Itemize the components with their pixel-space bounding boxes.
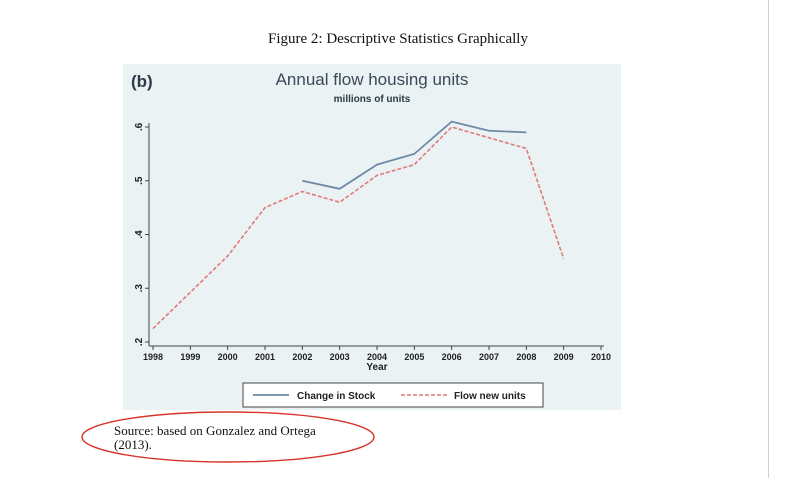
x-tick-label: 2003	[330, 352, 350, 362]
chart-title: Annual flow housing units	[275, 70, 469, 89]
data-point	[226, 255, 228, 257]
data-point	[562, 257, 564, 259]
data-point	[488, 137, 490, 139]
x-tick-label: 2008	[516, 352, 536, 362]
y-tick-label: .4	[134, 230, 145, 239]
x-tick-label: 2007	[479, 352, 499, 362]
x-tick-label: 2001	[255, 352, 275, 362]
x-tick-label: 2010	[591, 352, 611, 362]
line-chart: .2 .3 .4 .5 .6 1998 1999 2000 2001 2002 2003 2004 20…	[134, 120, 611, 408]
data-point	[152, 327, 154, 329]
data-point	[450, 126, 452, 128]
data-point	[413, 163, 415, 165]
y-tick-label: .3	[134, 284, 145, 293]
y-tick-label: .6	[134, 122, 145, 131]
highlight-ellipse	[81, 411, 375, 463]
series-line-flow-new-units	[152, 126, 565, 330]
y-tick-label: .2	[134, 337, 145, 346]
series-line-change-in-stock	[302, 120, 527, 190]
legend-label-flow-new-units: Flow new units	[454, 391, 526, 402]
data-point	[450, 120, 452, 122]
source-note: Source: based on Gonzalez and Ortega (20…	[114, 423, 316, 452]
data-point	[301, 190, 303, 192]
data-point	[301, 180, 303, 182]
data-point	[525, 131, 527, 133]
x-tick-label: 2000	[218, 352, 238, 362]
data-point	[338, 188, 340, 190]
x-tick-label: 2009	[554, 352, 574, 362]
x-tick-label: 2004	[367, 352, 387, 362]
legend-box	[242, 382, 544, 408]
page-right-rule	[768, 0, 769, 478]
x-tick-label: 2005	[404, 352, 424, 362]
data-point	[525, 147, 527, 149]
chart-subtitle: millions of units	[333, 94, 411, 105]
data-point	[376, 174, 378, 176]
x-axis-title: Year	[366, 362, 387, 373]
chart-panel: (b) Annual flow housing units millions o…	[123, 64, 621, 410]
data-point	[376, 163, 378, 165]
x-tick-label: 2002	[292, 352, 312, 362]
panel-label: (b)	[131, 72, 153, 91]
data-point	[413, 153, 415, 155]
figure-caption: Figure 2: Descriptive Statistics Graphic…	[268, 31, 528, 47]
x-tick-label: 1999	[180, 352, 200, 362]
y-tick-label: .5	[134, 176, 145, 185]
data-point	[338, 201, 340, 203]
legend-label-change-in-stock: Change in Stock	[297, 391, 376, 402]
x-tick-label: 2006	[442, 352, 462, 362]
data-point	[264, 206, 266, 208]
data-point	[488, 130, 490, 132]
x-tick-label: 1998	[143, 352, 163, 362]
annotation-ellipse	[81, 411, 375, 463]
